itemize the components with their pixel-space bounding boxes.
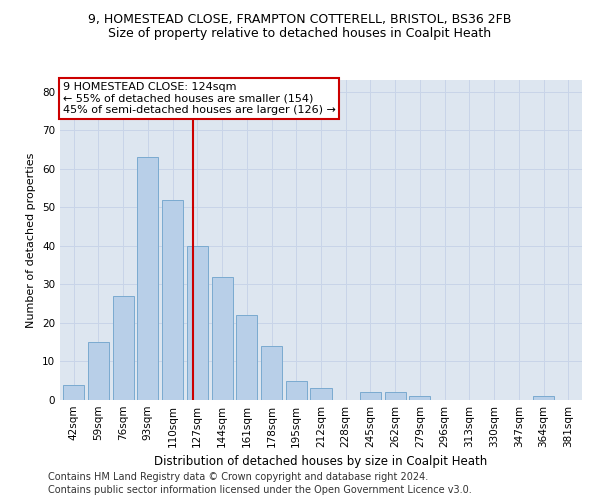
Bar	[409, 396, 430, 400]
Bar	[113, 296, 134, 400]
Text: Contains HM Land Registry data © Crown copyright and database right 2024.: Contains HM Land Registry data © Crown c…	[48, 472, 428, 482]
Bar	[187, 246, 208, 400]
Bar	[137, 157, 158, 400]
Text: 9, HOMESTEAD CLOSE, FRAMPTON COTTERELL, BRISTOL, BS36 2FB: 9, HOMESTEAD CLOSE, FRAMPTON COTTERELL, …	[88, 12, 512, 26]
Bar	[212, 276, 233, 400]
Bar	[63, 384, 84, 400]
Y-axis label: Number of detached properties: Number of detached properties	[26, 152, 37, 328]
X-axis label: Distribution of detached houses by size in Coalpit Heath: Distribution of detached houses by size …	[154, 456, 488, 468]
Text: Size of property relative to detached houses in Coalpit Heath: Size of property relative to detached ho…	[109, 28, 491, 40]
Bar	[360, 392, 381, 400]
Bar	[236, 315, 257, 400]
Text: Contains public sector information licensed under the Open Government Licence v3: Contains public sector information licen…	[48, 485, 472, 495]
Bar	[88, 342, 109, 400]
Text: 9 HOMESTEAD CLOSE: 124sqm
← 55% of detached houses are smaller (154)
45% of semi: 9 HOMESTEAD CLOSE: 124sqm ← 55% of detac…	[62, 82, 335, 115]
Bar	[533, 396, 554, 400]
Bar	[385, 392, 406, 400]
Bar	[310, 388, 332, 400]
Bar	[261, 346, 282, 400]
Bar	[162, 200, 183, 400]
Bar	[286, 380, 307, 400]
